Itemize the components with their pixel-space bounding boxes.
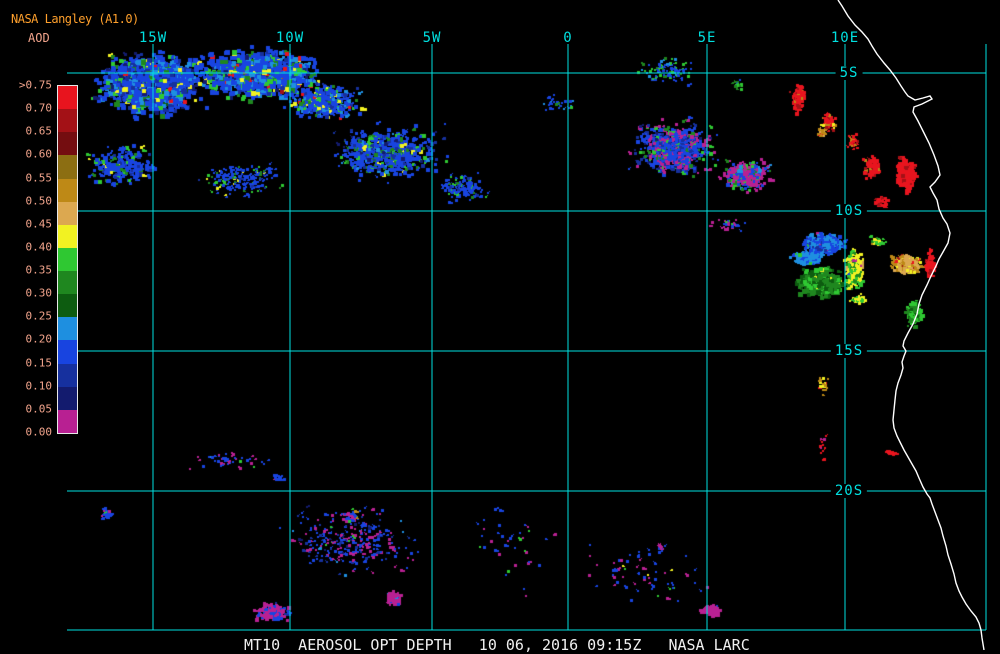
colorbar-segment xyxy=(58,317,77,341)
colorbar-tick-label: 0.50 xyxy=(25,194,53,208)
colorbar-segment xyxy=(58,109,77,133)
colorbar-tick-label: 0.45 xyxy=(25,217,53,231)
colorbar-segment xyxy=(58,294,77,318)
product-label: AOD xyxy=(28,31,50,45)
caption: MT10 AEROSOL OPT DEPTH 10 06, 2016 09:15… xyxy=(244,636,750,654)
colorbar-tick-label: 0.30 xyxy=(25,286,53,300)
colorbar-tick-label: 0.20 xyxy=(25,332,53,346)
colorbar-tick-label: 0.10 xyxy=(25,379,53,393)
colorbar-segment xyxy=(58,201,77,226)
colorbar-segment xyxy=(58,247,77,272)
colorbar-segment xyxy=(58,409,77,434)
colorbar-tick-label: 0.15 xyxy=(25,356,53,370)
colorbar-tick-label: 0.55 xyxy=(25,171,53,185)
colorbar-tick-label: 0.25 xyxy=(25,309,53,323)
colorbar-tick-label: 0.70 xyxy=(25,101,53,115)
colorbar-tick-label: 0.60 xyxy=(25,147,53,161)
colorbar-tick-label: 0.00 xyxy=(25,425,53,439)
app-title: NASA Langley (A1.0) xyxy=(11,12,139,26)
aod-colorbar xyxy=(57,85,78,434)
colorbar-segment xyxy=(58,132,77,156)
colorbar-tick-label: 0.35 xyxy=(25,263,53,277)
coastline-path xyxy=(837,0,985,650)
colorbar-segment xyxy=(58,86,77,110)
colorbar-tick-label: 0.40 xyxy=(25,240,53,254)
colorbar-segment xyxy=(58,271,77,295)
colorbar-tick-label: 0.05 xyxy=(25,402,53,416)
colorbar-segment xyxy=(58,340,77,365)
colorbar-segment xyxy=(58,386,77,411)
colorbar-tick-label: 0.65 xyxy=(25,124,53,138)
colorbar-segment xyxy=(58,155,77,180)
colorbar-segment xyxy=(58,178,77,203)
colorbar-segment xyxy=(58,363,77,388)
colorbar-tick-label: >0.75 xyxy=(18,78,52,92)
colorbar-segment xyxy=(58,224,77,249)
